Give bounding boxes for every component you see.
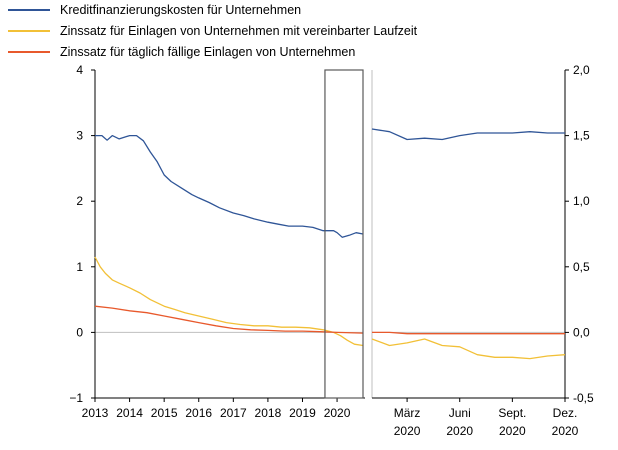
right-series-line-2: [372, 331, 565, 335]
left-y-tick-label: 4: [76, 63, 83, 77]
right-y-tick-label: 1,0: [573, 194, 590, 208]
left-x-tick-label: 2019: [289, 406, 316, 420]
left-x-tick-label: 2015: [151, 406, 178, 420]
right-x-tick-month: Sept.: [498, 406, 526, 420]
left-y-tick-label: 3: [76, 129, 83, 143]
left-x-tick-label: 2017: [220, 406, 247, 420]
legend-item-term-deposits: Zinssatz für Einlagen von Unternehmen mi…: [8, 21, 417, 42]
legend-swatch-orange: [8, 51, 50, 53]
highlight-box-2020: [324, 69, 364, 399]
left-y-tick-label: 2: [76, 194, 83, 208]
legend-label: Zinssatz für Einlagen von Unternehmen mi…: [60, 24, 418, 38]
legend-swatch-blue: [8, 9, 50, 11]
left-x-tick-label: 2020: [324, 406, 351, 420]
right-x-tick-year: 2020: [446, 424, 473, 438]
left-x-tick-label: 2016: [185, 406, 212, 420]
left-series-line-2: [94, 305, 364, 334]
right-y-tick-label: 1,5: [573, 129, 590, 143]
left-y-tick-label: 0: [76, 325, 83, 339]
left-y-tick-label: −1: [69, 391, 83, 405]
right-y-tick-label: 2,0: [573, 63, 590, 77]
left-x-tick-label: 2014: [116, 406, 143, 420]
legend-item-credit-costs: Kreditfinanzierungskosten für Unternehme…: [8, 0, 417, 21]
left-x-tick-label: 2018: [255, 406, 282, 420]
right-x-tick-year: 2020: [499, 424, 526, 438]
legend-swatch-yellow: [8, 30, 50, 32]
left-y-tick-label: 1: [76, 260, 83, 274]
legend-label: Kreditfinanzierungskosten für Unternehme…: [60, 3, 302, 17]
right-series-line-0: [371, 128, 565, 141]
right-y-tick-label: -0,5: [573, 391, 594, 405]
legend-item-overnight-deposits: Zinssatz für täglich fällige Einlagen vo…: [8, 42, 417, 63]
right-x-tick-month: Juni: [449, 406, 471, 420]
right-x-tick-year: 2020: [394, 424, 421, 438]
right-x-tick-year: 2020: [552, 424, 579, 438]
legend-label: Zinssatz für täglich fällige Einlagen vo…: [60, 45, 356, 59]
right-y-tick-label: 0,5: [573, 260, 590, 274]
right-y-tick-label: 0,0: [573, 325, 590, 339]
left-x-tick-label: 2013: [82, 406, 109, 420]
right-series-line-1: [371, 338, 566, 360]
left-series-line-0: [95, 134, 364, 238]
right-x-tick-month: März: [394, 406, 421, 420]
right-x-tick-month: Dez.: [553, 406, 578, 420]
legend: Kreditfinanzierungskosten für Unternehme…: [8, 0, 417, 63]
